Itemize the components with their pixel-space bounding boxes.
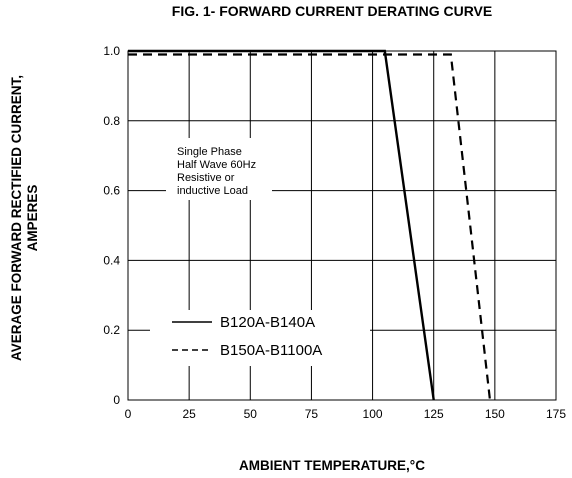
series-line-b120a-b140a <box>128 49 435 401</box>
x-tick-label: 100 <box>363 407 383 421</box>
annotation-line-4: inductive Load <box>177 185 248 197</box>
chart-title: FIG. 1- FORWARD CURRENT DERATING CURVE <box>172 3 492 19</box>
y-tick-label: 0.4 <box>103 253 120 267</box>
x-tick-label: 150 <box>485 407 505 421</box>
x-axis-label: AMBIENT TEMPERATURE,°C <box>239 458 425 473</box>
annotation-line-3: Resistive or <box>177 172 235 184</box>
series-line-b150a-b1100a <box>128 53 492 401</box>
legend: B120A-B140A B150A-B1100A <box>150 310 370 366</box>
annotation-line-1: Single Phase <box>177 146 242 158</box>
y-tick-label: 0.2 <box>103 323 120 337</box>
legend-label-b150a-b1100a: B150A-B1100A <box>220 342 322 359</box>
y-tick-label: 0 <box>113 393 120 407</box>
x-tick-label: 125 <box>424 407 444 421</box>
x-tick-labels: 0 25 50 75 100 125 150 175 <box>125 407 567 421</box>
y-axis-label-line-2: AMPERES <box>25 185 40 252</box>
legend-label-b120a-b140a: B120A-B140A <box>220 314 315 331</box>
x-tick-label: 50 <box>244 407 258 421</box>
y-tick-label: 0.6 <box>103 184 120 198</box>
annotation-note: Single Phase Half Wave 60Hz Resistive or… <box>177 146 259 197</box>
y-axis-label: AVERAGE FORWARD RECTIFIED CURRENT, AMPER… <box>9 75 40 361</box>
annotation-background <box>166 138 272 200</box>
x-tick-label: 75 <box>305 407 319 421</box>
x-tick-label: 175 <box>546 407 566 421</box>
legend-background <box>150 310 370 366</box>
y-tick-labels: 0 0.2 0.4 0.6 0.8 1.0 <box>103 44 120 407</box>
y-tick-label: 1.0 <box>103 44 120 58</box>
annotation-line-2: Half Wave 60Hz <box>177 159 256 171</box>
series <box>128 49 492 401</box>
x-tick-label: 25 <box>182 407 196 421</box>
y-axis-label-line-1: AVERAGE FORWARD RECTIFIED CURRENT, <box>9 75 24 361</box>
x-tick-label: 0 <box>125 407 132 421</box>
y-tick-label: 0.8 <box>103 114 120 128</box>
